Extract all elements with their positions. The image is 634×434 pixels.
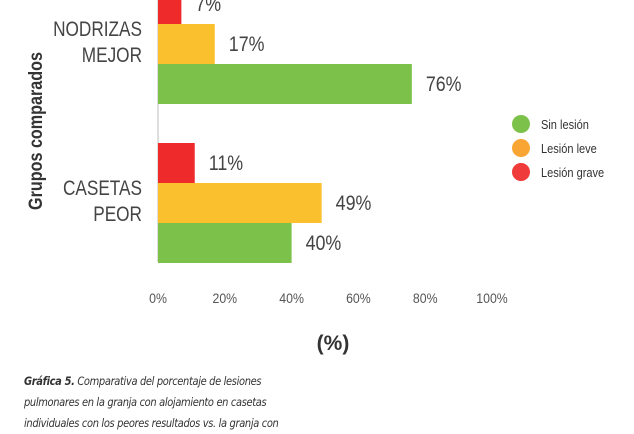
bar-value-label: 11% xyxy=(209,152,243,176)
legend-label: Sin lesión xyxy=(541,117,589,132)
bar-value-label: 40% xyxy=(306,232,342,256)
category-label: CASETAS xyxy=(63,178,142,201)
bar xyxy=(158,0,182,24)
bar-value-label: 17% xyxy=(229,33,265,57)
legend: Sin lesión Lesión leve Lesión grave xyxy=(512,115,604,181)
x-tick-label: 20% xyxy=(212,290,237,306)
lesion-bar-chart: 0% 20% 40% 60% 80% 100% (%) Grupos comparados 7%… xyxy=(25,0,604,355)
bar xyxy=(158,183,322,223)
figure-caption: Gráfica 5. Comparativa del porcentaje de… xyxy=(24,371,308,434)
x-tick-label: 100% xyxy=(476,290,508,306)
caption-label: Gráfica 5. xyxy=(24,374,75,388)
y-axis-title: Grupos comparados xyxy=(25,52,47,210)
caption-text: Comparativa del porcentaje de lesiones p… xyxy=(24,374,279,430)
legend-marker xyxy=(512,139,530,157)
plot-area: 0% 20% 40% 60% 80% 100% (%) Grupos comparados 7%… xyxy=(25,0,508,355)
bar-value-label: 7% xyxy=(195,0,221,16)
x-tick-label: 60% xyxy=(346,290,371,306)
bar xyxy=(158,223,292,263)
x-tick-label: 0% xyxy=(149,290,167,306)
legend-label: Lesión grave xyxy=(541,165,604,180)
legend-marker xyxy=(512,163,530,181)
x-axis-title: (%) xyxy=(317,332,350,355)
legend-marker xyxy=(512,115,530,133)
legend-label: Lesión leve xyxy=(541,141,597,156)
x-tick-label: 40% xyxy=(279,290,304,306)
bar-value-label: 76% xyxy=(426,73,462,97)
bar xyxy=(158,24,215,64)
category-label: PEOR xyxy=(93,204,142,227)
category-label: NODRIZAS xyxy=(53,19,142,42)
bar-value-label: 49% xyxy=(336,192,372,216)
bar xyxy=(158,143,195,183)
category-label: MEJOR xyxy=(82,45,142,68)
bar xyxy=(158,64,412,104)
x-tick-label: 80% xyxy=(413,290,438,306)
